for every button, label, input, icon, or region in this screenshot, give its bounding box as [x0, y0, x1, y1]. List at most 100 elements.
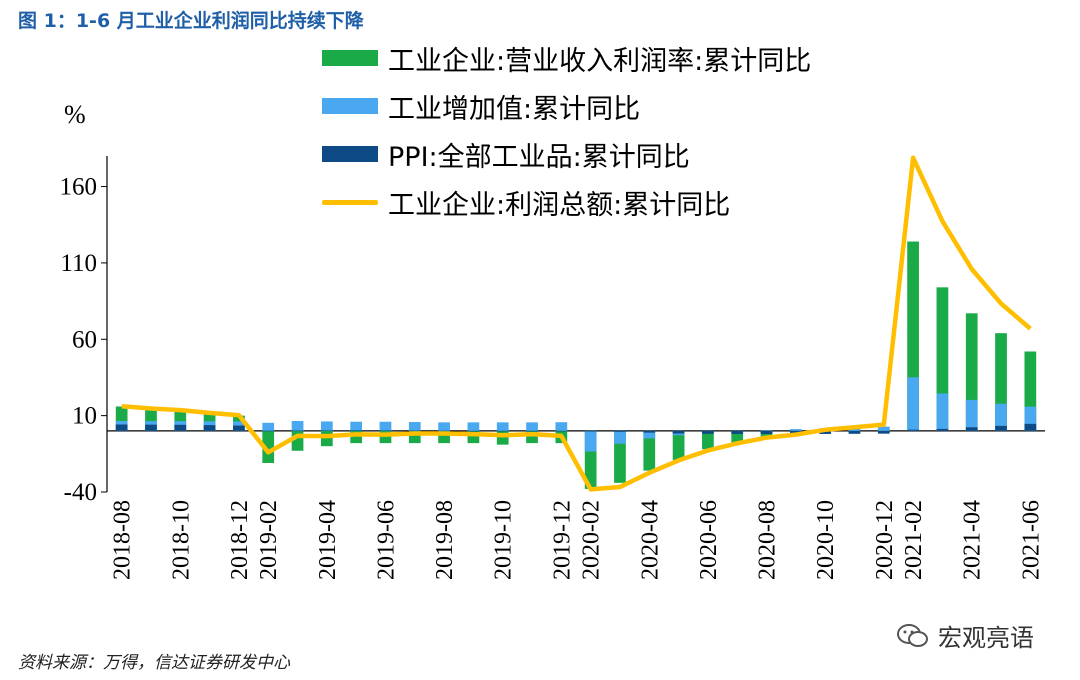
source-note: 资料来源：万得，信达证券研发中心	[18, 653, 290, 673]
x-tick-label: 2021-04	[960, 500, 986, 580]
legend-item-revenue-margin: 工业企业:营业收入利润率:累计同比	[322, 34, 811, 82]
x-tick-label: 2018-12	[227, 500, 253, 580]
bar-ppi	[643, 430, 656, 433]
bar-ppi	[379, 430, 392, 431]
bar-ppi	[233, 425, 245, 431]
legend-item-ppi: PPI:全部工业品:累计同比	[322, 130, 811, 178]
bar-value-added	[320, 421, 333, 431]
bar-value-added	[760, 430, 773, 431]
bar-revenue-margin	[965, 313, 978, 431]
legend-label-value-added: 工业增加值:累计同比	[388, 93, 641, 125]
bar-revenue-margin	[731, 430, 744, 444]
bar-revenue-margin	[526, 430, 538, 444]
x-tick-label: 2019-06	[373, 500, 399, 580]
bar-revenue-margin	[1024, 351, 1037, 431]
bar-revenue-margin	[614, 430, 626, 483]
bar-ppi	[467, 430, 480, 432]
bar-ppi	[115, 424, 128, 431]
bar-revenue-margin	[174, 411, 187, 431]
bar-revenue-margin	[702, 430, 714, 450]
bar-value-added	[496, 422, 509, 431]
bar-ppi	[438, 430, 450, 432]
bar-revenue-margin	[438, 430, 450, 444]
bar-value-added	[789, 429, 802, 431]
bar-value-added	[643, 430, 656, 439]
x-tick-label: 2018-08	[110, 500, 136, 580]
y-tick-label: 160	[60, 174, 98, 201]
bar-ppi	[936, 428, 949, 431]
legend-label-ppi: PPI:全部工业品:累计同比	[388, 141, 690, 173]
bar-revenue-margin	[760, 430, 773, 439]
x-tick-label: 2020-10	[813, 500, 839, 580]
x-tick-label: 2019-08	[432, 500, 458, 580]
bar-ppi	[526, 430, 538, 432]
bar-value-added	[379, 421, 392, 431]
bar-ppi	[584, 430, 597, 432]
bar-ppi	[1024, 423, 1037, 431]
bar-revenue-margin	[408, 430, 421, 444]
bar-value-added	[907, 377, 919, 431]
bar-revenue-margin	[672, 430, 685, 460]
bar-revenue-margin	[467, 430, 480, 444]
figure-title: 图 1：1-6 月工业企业利润同比持续下降	[18, 10, 364, 32]
x-tick-label: 2018-10	[168, 500, 194, 580]
bar-ppi	[965, 427, 978, 431]
x-tick-label: 2019-12	[549, 500, 575, 580]
y-tick-label: 110	[60, 250, 97, 277]
x-tick-label: 2020-04	[637, 500, 663, 580]
chart-legend: 工业企业:营业收入利润率:累计同比 工业增加值:累计同比 PPI:全部工业品:累…	[322, 34, 811, 226]
bar-revenue-margin	[115, 406, 128, 431]
bar-revenue-margin	[907, 241, 919, 431]
bar-ppi	[408, 430, 421, 432]
x-tick-label: 2021-02	[901, 500, 927, 580]
bar-ppi	[496, 430, 509, 432]
y-axis-unit: %	[64, 100, 86, 129]
bar-value-added	[936, 393, 949, 431]
y-tick-label: 60	[72, 326, 97, 353]
bar-revenue-margin	[320, 430, 333, 447]
bar-revenue-margin	[584, 430, 597, 489]
y-tick-label: -40	[64, 479, 97, 506]
wechat-icon	[896, 623, 930, 649]
bar-value-added	[350, 421, 363, 431]
y-tick-label: 10	[72, 403, 97, 430]
x-tick-label: 2019-10	[491, 500, 517, 580]
x-tick-label: 2020-02	[579, 500, 605, 580]
bar-revenue-margin	[145, 408, 157, 431]
bar-value-added	[1024, 406, 1037, 431]
bar-revenue-margin	[291, 430, 304, 451]
bar-ppi	[907, 429, 919, 431]
bar-value-added	[467, 422, 480, 431]
legend-label-revenue-margin: 工业企业:营业收入利润率:累计同比	[388, 45, 812, 77]
bar-ppi	[877, 430, 890, 434]
bar-ppi	[848, 430, 861, 434]
bar-revenue-margin	[643, 430, 656, 471]
bar-value-added	[526, 422, 538, 431]
bar-ppi	[995, 425, 1007, 431]
x-tick-label: 2020-08	[755, 500, 781, 580]
legend-item-value-added: 工业增加值:累计同比	[322, 82, 811, 130]
bar-ppi	[819, 430, 832, 434]
bar-value-added	[262, 422, 275, 431]
legend-swatch-revenue-margin	[322, 50, 378, 66]
bar-ppi	[145, 424, 157, 431]
bar-value-added	[438, 422, 450, 431]
bar-ppi	[291, 430, 304, 432]
x-tick-label: 2019-04	[315, 500, 341, 580]
bar-value-added	[877, 426, 890, 431]
bar-ppi	[203, 425, 216, 431]
legend-line-profit	[322, 199, 378, 205]
bar-ppi	[614, 430, 626, 432]
bar-ppi	[731, 430, 744, 434]
bar-revenue-margin	[496, 430, 509, 445]
bar-ppi	[760, 430, 773, 434]
line-profit	[121, 155, 1032, 492]
bar-revenue-margin	[936, 287, 949, 431]
legend-label-profit: 工业企业:利润总额:累计同比	[388, 189, 731, 221]
legend-item-profit: 工业企业:利润总额:累计同比	[322, 178, 811, 226]
bar-value-added	[965, 399, 978, 431]
bar-revenue-margin	[995, 333, 1007, 431]
bar-ppi	[262, 430, 275, 432]
watermark: 宏观亮语	[896, 618, 1034, 653]
